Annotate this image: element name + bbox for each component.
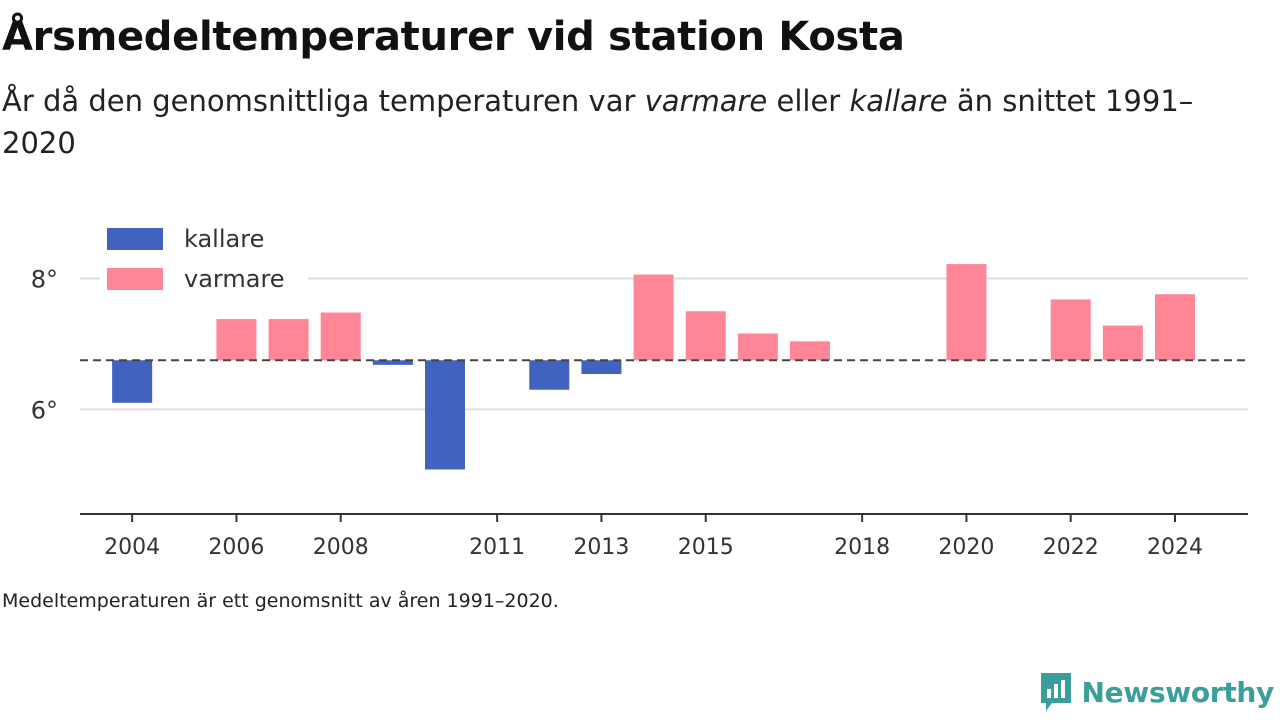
- brand: Newsworthy: [1038, 670, 1274, 714]
- bar-2022: [1050, 299, 1091, 361]
- legend-label-kallare: kallare: [184, 225, 264, 253]
- x-tick-label: 2015: [678, 535, 734, 560]
- page-subtitle: År då den genomsnittliga temperaturen va…: [2, 80, 1222, 164]
- bar-2007: [268, 319, 309, 361]
- legend: kallare varmare: [100, 222, 308, 302]
- bars: [112, 264, 1195, 470]
- newsworthy-logo-icon: [1040, 673, 1071, 711]
- x-tick-label: 2006: [208, 535, 264, 560]
- subtitle-part1: År då den genomsnittliga temperaturen va…: [2, 84, 645, 118]
- bar-2020: [946, 264, 987, 361]
- legend-label-varmare: varmare: [184, 265, 285, 293]
- y-tick-label: 6°: [31, 396, 58, 424]
- x-axis: 2004 2006 2008 2011 2013 2015 2018 2020 2022 2024: [80, 513, 1248, 560]
- bar-2008: [320, 312, 361, 361]
- subtitle-colder-word: kallare: [849, 84, 948, 118]
- bar-2006: [216, 319, 257, 361]
- legend-swatch-varmare: [107, 268, 163, 290]
- x-tick-label: 2008: [313, 535, 369, 560]
- chart-note: Medeltemperaturen är ett genomsnitt av å…: [2, 590, 559, 612]
- subtitle-part3: än snittet 1991–2020: [2, 84, 1194, 160]
- temperature-bar-chart: 6° 8° 2004 2006 2008 2011 2013 2015 2018 2020 202…: [31, 222, 1248, 560]
- x-tick-label: 2020: [938, 535, 994, 560]
- y-tick-label: 8°: [31, 266, 58, 294]
- bar-2004: [112, 360, 153, 403]
- subtitle-warmer-word: varmare: [644, 84, 768, 118]
- bar-2015: [685, 311, 726, 361]
- x-tick-label: 2011: [469, 535, 525, 560]
- x-tick-label: 2013: [573, 535, 629, 560]
- brand-name: Newsworthy: [1081, 675, 1275, 709]
- x-tick-label: 2024: [1147, 535, 1203, 560]
- bar-2012: [529, 360, 570, 390]
- x-tick-label: 2018: [834, 535, 890, 560]
- bar-2024: [1155, 294, 1195, 361]
- bar-2014: [633, 274, 674, 361]
- x-tick-label: 2022: [1043, 535, 1099, 560]
- bar-2010: [425, 360, 465, 470]
- bar-2009: [372, 360, 413, 365]
- subtitle-part2: eller: [767, 84, 850, 118]
- bar-2013: [581, 360, 622, 375]
- bar-2016: [737, 333, 778, 361]
- bar-2017: [790, 341, 830, 361]
- x-tick-label: 2004: [104, 535, 160, 560]
- legend-swatch-kallare: [107, 228, 163, 250]
- page-title: Årsmedeltemperaturer vid station Kosta: [2, 14, 905, 60]
- bar-2023: [1102, 325, 1143, 361]
